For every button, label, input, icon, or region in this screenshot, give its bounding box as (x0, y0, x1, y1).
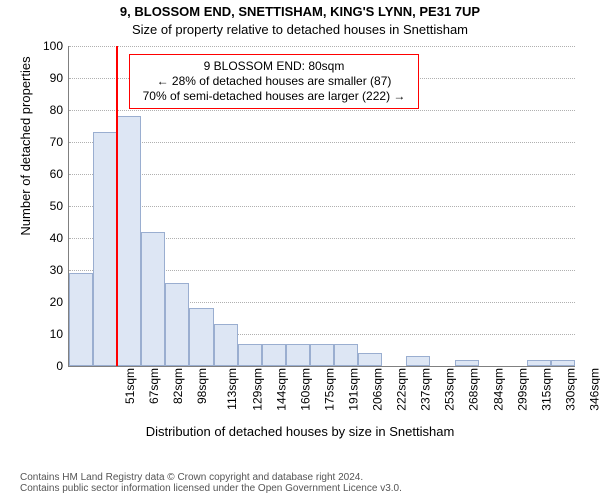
histogram-bar (527, 360, 551, 366)
x-tick-label: 98sqm (193, 368, 209, 404)
footer-line2: Contains public sector information licen… (20, 483, 600, 494)
gridline (69, 142, 575, 143)
x-tick-label: 253sqm (441, 368, 457, 411)
annotation-line2: ← 28% of detached houses are smaller (87… (138, 74, 410, 89)
y-tick-label: 80 (50, 103, 69, 117)
y-tick-label: 90 (50, 71, 69, 85)
histogram-bar (455, 360, 479, 366)
y-tick-label: 30 (50, 263, 69, 277)
histogram-bar (189, 308, 213, 366)
annotation-box: 9 BLOSSOM END: 80sqm ← 28% of detached h… (129, 54, 419, 109)
x-tick-label: 51sqm (121, 368, 137, 404)
histogram-plot: 010203040506070809010051sqm67sqm82sqm98s… (68, 46, 575, 367)
histogram-bar (69, 273, 93, 366)
annotation-line1: 9 BLOSSOM END: 80sqm (138, 59, 410, 74)
x-axis-label: Distribution of detached houses by size … (0, 424, 600, 439)
histogram-bar (334, 344, 358, 366)
x-tick-label: 175sqm (321, 368, 337, 411)
x-tick-label: 346sqm (586, 368, 600, 411)
y-tick-label: 20 (50, 295, 69, 309)
x-tick-label: 160sqm (296, 368, 312, 411)
gridline (69, 110, 575, 111)
footer: Contains HM Land Registry data © Crown c… (0, 472, 600, 494)
y-axis-label: Number of detached properties (18, 0, 33, 306)
histogram-bar (141, 232, 165, 366)
histogram-bar (262, 344, 286, 366)
x-tick-label: 330sqm (562, 368, 578, 411)
histogram-bar (406, 356, 430, 366)
y-tick-label: 40 (50, 231, 69, 245)
property-marker-line (116, 46, 118, 366)
x-tick-label: 299sqm (513, 368, 529, 411)
histogram-bar (238, 344, 262, 366)
x-tick-label: 268sqm (465, 368, 481, 411)
histogram-bar (551, 360, 575, 366)
y-tick-label: 60 (50, 167, 69, 181)
y-tick-label: 50 (50, 199, 69, 213)
chart-title-line2: Size of property relative to detached ho… (0, 22, 600, 37)
x-tick-label: 191sqm (345, 368, 361, 411)
x-tick-label: 144sqm (272, 368, 288, 411)
annotation-line3: 70% of semi-detached houses are larger (… (138, 89, 410, 104)
histogram-bar (286, 344, 310, 366)
gridline (69, 174, 575, 175)
y-tick-label: 10 (50, 327, 69, 341)
histogram-bar (93, 132, 117, 366)
histogram-bar (310, 344, 334, 366)
x-tick-label: 129sqm (248, 368, 264, 411)
x-tick-label: 67sqm (145, 368, 161, 404)
x-tick-label: 315sqm (537, 368, 553, 411)
histogram-bar (165, 283, 189, 366)
y-tick-label: 100 (43, 39, 69, 53)
gridline (69, 206, 575, 207)
footer-line1: Contains HM Land Registry data © Crown c… (20, 472, 600, 483)
gridline (69, 46, 575, 47)
y-tick-label: 0 (56, 359, 69, 373)
x-tick-label: 113sqm (223, 368, 239, 410)
histogram-bar (214, 324, 238, 366)
x-tick-label: 222sqm (393, 368, 409, 411)
histogram-bar (358, 353, 382, 366)
x-tick-label: 284sqm (489, 368, 505, 411)
histogram-bar (117, 116, 141, 366)
x-tick-label: 237sqm (417, 368, 433, 411)
x-tick-label: 206sqm (369, 368, 385, 411)
y-tick-label: 70 (50, 135, 69, 149)
chart-title-line1: 9, BLOSSOM END, SNETTISHAM, KING'S LYNN,… (0, 4, 600, 19)
x-tick-label: 82sqm (169, 368, 185, 404)
